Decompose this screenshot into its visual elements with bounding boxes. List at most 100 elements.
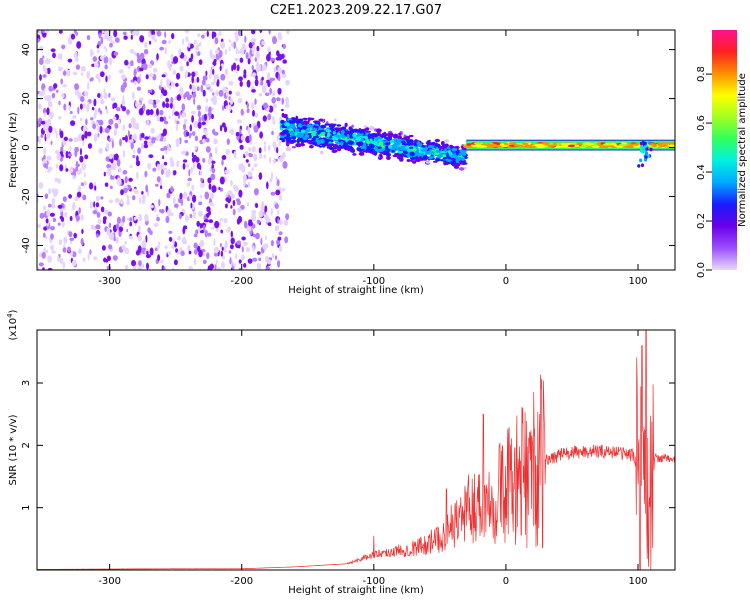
heat-cell bbox=[358, 151, 365, 156]
heat-cell bbox=[259, 131, 263, 139]
heat-cell bbox=[400, 153, 405, 158]
heat-cell bbox=[278, 245, 283, 252]
heat-cell bbox=[379, 151, 385, 154]
heat-cell bbox=[238, 50, 241, 54]
heat-cell bbox=[325, 129, 331, 133]
heat-cell bbox=[282, 161, 288, 169]
heat-cell bbox=[385, 133, 391, 136]
heat-cell bbox=[45, 125, 50, 134]
heat-cell bbox=[336, 124, 342, 127]
heat-cell bbox=[163, 137, 167, 142]
heat-cell bbox=[193, 249, 198, 255]
heat-cell bbox=[289, 135, 293, 138]
heat-cell bbox=[251, 89, 256, 93]
heat-cell bbox=[79, 155, 84, 163]
heat-cell bbox=[116, 216, 121, 224]
heat-cell bbox=[127, 217, 130, 222]
heat-cell bbox=[329, 123, 335, 127]
heat-cell bbox=[225, 105, 228, 110]
heat-cell bbox=[644, 155, 648, 159]
heat-cell bbox=[259, 153, 263, 159]
heat-cell bbox=[75, 64, 81, 70]
heat-cell bbox=[398, 145, 405, 151]
heat-cell bbox=[96, 233, 99, 238]
heat-cell bbox=[71, 260, 77, 267]
heat-cell bbox=[81, 163, 86, 171]
heat-cell bbox=[254, 79, 259, 87]
heat-cell bbox=[224, 68, 229, 75]
heat-cell bbox=[205, 137, 210, 143]
colorbar: 0.0 0.2 0.4 0.6 0.8 Normalized spectral ampl… bbox=[696, 30, 748, 278]
heat-cell bbox=[205, 105, 209, 113]
heat-cell bbox=[41, 251, 46, 259]
heat-cell bbox=[228, 250, 232, 254]
heat-cell bbox=[248, 152, 252, 157]
heat-cell bbox=[160, 259, 164, 264]
heat-cell bbox=[42, 74, 47, 78]
heat-cell bbox=[161, 39, 167, 45]
heat-cell bbox=[206, 212, 210, 218]
heat-cell bbox=[82, 126, 86, 132]
chart-title: C2E1.2023.209.22.17.G07 bbox=[270, 3, 442, 18]
heat-cell bbox=[265, 266, 271, 270]
heat-cell bbox=[555, 145, 562, 149]
heat-cell bbox=[319, 133, 326, 137]
heat-cell bbox=[173, 196, 176, 205]
heat-cell bbox=[173, 203, 179, 208]
heat-cell bbox=[176, 160, 180, 167]
heat-cell bbox=[168, 230, 173, 234]
heat-cell bbox=[108, 74, 111, 80]
heat-cell bbox=[279, 219, 283, 225]
heat-cell bbox=[386, 156, 391, 160]
heat-cell bbox=[138, 225, 141, 232]
heat-cell bbox=[113, 102, 118, 109]
heat-cell bbox=[63, 136, 68, 141]
heat-cell bbox=[95, 121, 99, 127]
heat-cell bbox=[268, 30, 271, 35]
heat-cell bbox=[149, 204, 154, 209]
heat-cell bbox=[240, 135, 245, 141]
heat-cell bbox=[98, 76, 101, 83]
heat-cell bbox=[49, 111, 54, 120]
heat-cell bbox=[268, 50, 271, 58]
heat-cell bbox=[160, 92, 163, 99]
heat-cell bbox=[93, 256, 98, 261]
heat-cell bbox=[238, 189, 243, 198]
heat-cell bbox=[409, 146, 414, 149]
heat-cell bbox=[79, 103, 83, 110]
heat-cell bbox=[62, 261, 66, 270]
heat-cell bbox=[156, 116, 160, 122]
heat-cell bbox=[145, 74, 149, 80]
heat-cell bbox=[104, 30, 108, 37]
heat-cell bbox=[47, 101, 53, 108]
heat-cell bbox=[182, 226, 186, 235]
heat-cell bbox=[39, 90, 44, 97]
heat-cell bbox=[92, 56, 98, 62]
heat-cell bbox=[266, 72, 271, 80]
heat-cell bbox=[198, 210, 203, 217]
heat-cell bbox=[133, 133, 137, 141]
heat-cell bbox=[228, 80, 234, 86]
heat-cell bbox=[209, 156, 213, 161]
heat-cell bbox=[136, 171, 139, 180]
heat-cell bbox=[52, 204, 56, 209]
heat-cell bbox=[122, 215, 126, 223]
heat-cell bbox=[283, 114, 288, 117]
heat-cell bbox=[384, 142, 391, 146]
heat-cell bbox=[220, 250, 224, 257]
heat-cell bbox=[409, 139, 414, 143]
heat-cell bbox=[96, 44, 100, 49]
heat-cell bbox=[230, 237, 235, 245]
heat-cell bbox=[124, 264, 129, 270]
heat-cell bbox=[160, 185, 163, 189]
heat-cell bbox=[130, 60, 134, 67]
heat-cell bbox=[170, 97, 174, 104]
heat-cell bbox=[120, 198, 124, 205]
heat-cell bbox=[158, 133, 161, 138]
heat-cell bbox=[219, 218, 224, 222]
heat-cell bbox=[320, 150, 324, 155]
heat-cell bbox=[205, 146, 211, 153]
heat-cell bbox=[136, 76, 141, 84]
heat-cell bbox=[244, 35, 247, 43]
